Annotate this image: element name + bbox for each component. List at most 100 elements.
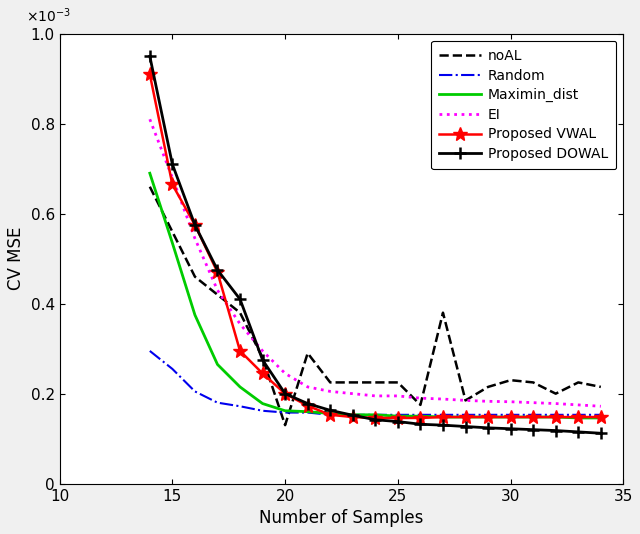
Proposed DOWAL: [529, 427, 537, 433]
noAL: [597, 384, 605, 390]
Line: Proposed DOWAL: Proposed DOWAL: [143, 50, 607, 439]
Proposed DOWAL: [214, 267, 221, 273]
Proposed DOWAL: [281, 390, 289, 397]
noAL: [326, 379, 334, 386]
Proposed DOWAL: [304, 400, 312, 407]
Maximin_dist: [529, 414, 537, 420]
EI: [191, 235, 199, 242]
EI: [417, 395, 424, 402]
EI: [146, 116, 154, 122]
noAL: [575, 379, 582, 386]
Legend: noAL, Random, Maximin_dist, EI, Proposed VWAL, Proposed DOWAL: noAL, Random, Maximin_dist, EI, Proposed…: [431, 41, 616, 169]
Proposed VWAL: [259, 370, 266, 376]
Random: [191, 388, 199, 395]
Maximin_dist: [394, 413, 402, 419]
Proposed DOWAL: [484, 425, 492, 431]
noAL: [371, 379, 379, 386]
Proposed VWAL: [575, 414, 582, 420]
Maximin_dist: [575, 415, 582, 421]
EI: [507, 398, 515, 405]
Random: [304, 410, 312, 416]
Random: [168, 366, 176, 372]
EI: [304, 384, 312, 390]
Proposed DOWAL: [417, 421, 424, 427]
EI: [326, 388, 334, 395]
EI: [259, 348, 266, 354]
Y-axis label: CV MSE: CV MSE: [7, 227, 25, 290]
X-axis label: Number of Samples: Number of Samples: [259, 509, 424, 527]
Proposed DOWAL: [146, 53, 154, 59]
Random: [236, 403, 244, 410]
Random: [146, 348, 154, 354]
Maximin_dist: [168, 240, 176, 246]
noAL: [461, 397, 469, 404]
Maximin_dist: [461, 414, 469, 420]
Proposed DOWAL: [191, 222, 199, 228]
Maximin_dist: [214, 361, 221, 367]
Random: [349, 412, 356, 418]
Proposed VWAL: [168, 181, 176, 187]
EI: [484, 398, 492, 405]
Random: [507, 412, 515, 418]
Random: [281, 410, 289, 416]
Maximin_dist: [439, 414, 447, 420]
Proposed DOWAL: [349, 412, 356, 419]
Maximin_dist: [597, 415, 605, 421]
EI: [349, 390, 356, 397]
Maximin_dist: [236, 384, 244, 390]
Proposed VWAL: [507, 414, 515, 420]
Random: [529, 412, 537, 418]
EI: [281, 370, 289, 376]
Proposed VWAL: [304, 403, 312, 409]
noAL: [552, 390, 559, 397]
Random: [371, 412, 379, 418]
Random: [259, 407, 266, 414]
Line: Maximin_dist: Maximin_dist: [150, 173, 601, 418]
Proposed VWAL: [281, 390, 289, 397]
Maximin_dist: [417, 413, 424, 419]
Proposed VWAL: [439, 414, 447, 420]
EI: [236, 321, 244, 327]
Random: [417, 412, 424, 418]
noAL: [191, 273, 199, 280]
Proposed DOWAL: [394, 418, 402, 425]
Proposed VWAL: [394, 415, 402, 421]
Maximin_dist: [371, 412, 379, 418]
noAL: [304, 350, 312, 356]
Text: $\times10^{-3}$: $\times10^{-3}$: [26, 6, 70, 25]
Proposed DOWAL: [236, 296, 244, 302]
EI: [529, 399, 537, 406]
Maximin_dist: [146, 170, 154, 176]
EI: [552, 400, 559, 407]
Proposed DOWAL: [597, 430, 605, 436]
Proposed VWAL: [597, 414, 605, 420]
noAL: [417, 402, 424, 408]
EI: [461, 397, 469, 404]
Proposed VWAL: [371, 415, 379, 421]
Maximin_dist: [259, 400, 266, 407]
Proposed DOWAL: [439, 422, 447, 428]
Maximin_dist: [484, 414, 492, 420]
Proposed VWAL: [417, 415, 424, 421]
Line: noAL: noAL: [150, 187, 601, 425]
Proposed DOWAL: [168, 161, 176, 168]
noAL: [349, 379, 356, 386]
Proposed VWAL: [236, 348, 244, 354]
Maximin_dist: [304, 409, 312, 415]
Maximin_dist: [191, 312, 199, 318]
Random: [461, 412, 469, 418]
Proposed DOWAL: [461, 423, 469, 430]
Random: [326, 412, 334, 418]
Maximin_dist: [281, 407, 289, 414]
Random: [214, 399, 221, 406]
Maximin_dist: [552, 414, 559, 420]
EI: [371, 392, 379, 399]
Proposed DOWAL: [371, 417, 379, 423]
Line: Random: Random: [150, 351, 601, 415]
Proposed DOWAL: [507, 426, 515, 432]
Proposed DOWAL: [552, 427, 559, 434]
noAL: [484, 384, 492, 390]
Maximin_dist: [349, 412, 356, 418]
Proposed VWAL: [214, 269, 221, 276]
Proposed VWAL: [349, 414, 356, 420]
